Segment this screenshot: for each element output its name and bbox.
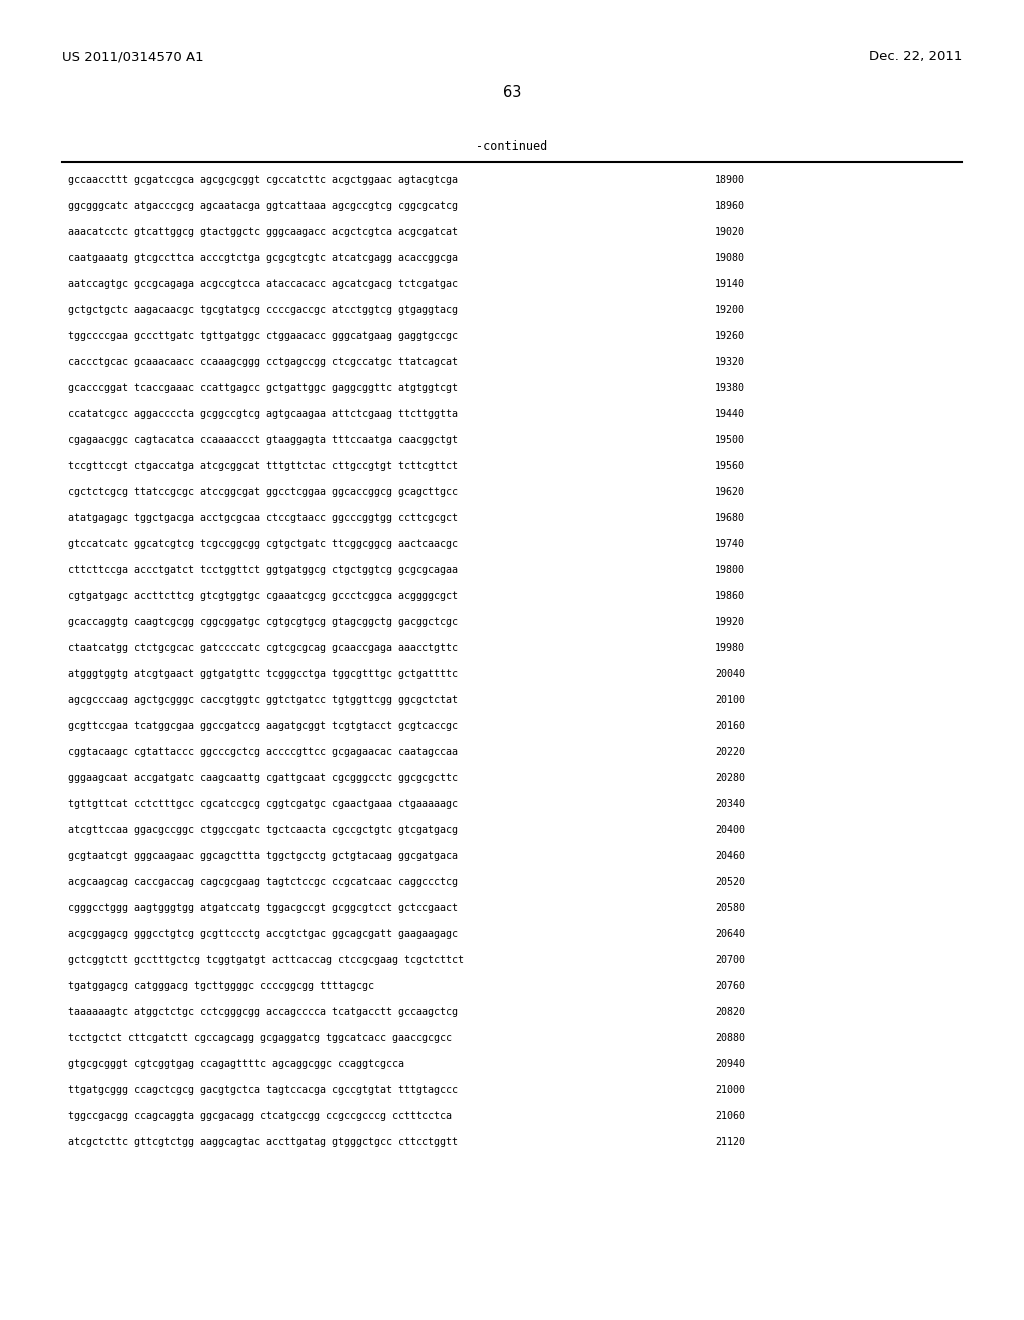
Text: 21120: 21120 <box>715 1137 745 1147</box>
Text: 19020: 19020 <box>715 227 745 238</box>
Text: 19920: 19920 <box>715 616 745 627</box>
Text: cgggcctggg aagtgggtgg atgatccatg tggacgccgt gcggcgtcct gctccgaact: cgggcctggg aagtgggtgg atgatccatg tggacgc… <box>68 903 458 913</box>
Text: 20220: 20220 <box>715 747 745 756</box>
Text: atcgttccaa ggacgccggc ctggccgatc tgctcaacta cgccgctgtc gtcgatgacg: atcgttccaa ggacgccggc ctggccgatc tgctcaa… <box>68 825 458 836</box>
Text: gcgttccgaa tcatggcgaa ggccgatccg aagatgcggt tcgtgtacct gcgtcaccgc: gcgttccgaa tcatggcgaa ggccgatccg aagatgc… <box>68 721 458 731</box>
Text: 19680: 19680 <box>715 513 745 523</box>
Text: tgttgttcat cctctttgcc cgcatccgcg cggtcgatgc cgaactgaaa ctgaaaaagc: tgttgttcat cctctttgcc cgcatccgcg cggtcga… <box>68 799 458 809</box>
Text: 18960: 18960 <box>715 201 745 211</box>
Text: caccctgcac gcaaacaacc ccaaagcggg cctgagccgg ctcgccatgc ttatcagcat: caccctgcac gcaaacaacc ccaaagcggg cctgagc… <box>68 356 458 367</box>
Text: tcctgctct cttcgatctt cgccagcagg gcgaggatcg tggcatcacc gaaccgcgcc: tcctgctct cttcgatctt cgccagcagg gcgaggat… <box>68 1034 452 1043</box>
Text: 20400: 20400 <box>715 825 745 836</box>
Text: aatccagtgc gccgcagaga acgccgtcca ataccacacc agcatcgacg tctcgatgac: aatccagtgc gccgcagaga acgccgtcca ataccac… <box>68 279 458 289</box>
Text: taaaaaagtc atggctctgc cctcgggcgg accagcccca tcatgacctt gccaagctcg: taaaaaagtc atggctctgc cctcgggcgg accagcc… <box>68 1007 458 1016</box>
Text: gcgtaatcgt gggcaagaac ggcagcttta tggctgcctg gctgtacaag ggcgatgaca: gcgtaatcgt gggcaagaac ggcagcttta tggctgc… <box>68 851 458 861</box>
Text: aaacatcctc gtcattggcg gtactggctc gggcaagacc acgctcgtca acgcgatcat: aaacatcctc gtcattggcg gtactggctc gggcaag… <box>68 227 458 238</box>
Text: 20040: 20040 <box>715 669 745 678</box>
Text: acgcaagcag caccgaccag cagcgcgaag tagtctccgc ccgcatcaac caggccctcg: acgcaagcag caccgaccag cagcgcgaag tagtctc… <box>68 876 458 887</box>
Text: caatgaaatg gtcgccttca acccgtctga gcgcgtcgtc atcatcgagg acaccggcga: caatgaaatg gtcgccttca acccgtctga gcgcgtc… <box>68 253 458 263</box>
Text: cgtgatgagc accttcttcg gtcgtggtgc cgaaatcgcg gccctcggca acggggcgct: cgtgatgagc accttcttcg gtcgtggtgc cgaaatc… <box>68 591 458 601</box>
Text: gcaccaggtg caagtcgcgg cggcggatgc cgtgcgtgcg gtagcggctg gacggctcgc: gcaccaggtg caagtcgcgg cggcggatgc cgtgcgt… <box>68 616 458 627</box>
Text: ttgatgcggg ccagctcgcg gacgtgctca tagtccacga cgccgtgtat tttgtagccc: ttgatgcggg ccagctcgcg gacgtgctca tagtcca… <box>68 1085 458 1096</box>
Text: cgctctcgcg ttatccgcgc atccggcgat ggcctcggaa ggcaccggcg gcagcttgcc: cgctctcgcg ttatccgcgc atccggcgat ggcctcg… <box>68 487 458 498</box>
Text: agcgcccaag agctgcgggc caccgtggtc ggtctgatcc tgtggttcgg ggcgctctat: agcgcccaag agctgcgggc caccgtggtc ggtctga… <box>68 696 458 705</box>
Text: gtccatcatc ggcatcgtcg tcgccggcgg cgtgctgatc ttcggcggcg aactcaacgc: gtccatcatc ggcatcgtcg tcgccggcgg cgtgctg… <box>68 539 458 549</box>
Text: 20280: 20280 <box>715 774 745 783</box>
Text: 21060: 21060 <box>715 1111 745 1121</box>
Text: gccaaccttt gcgatccgca agcgcgcggt cgccatcttc acgctggaac agtacgtcga: gccaaccttt gcgatccgca agcgcgcggt cgccatc… <box>68 176 458 185</box>
Text: ctaatcatgg ctctgcgcac gatccccatc cgtcgcgcag gcaaccgaga aaacctgttc: ctaatcatgg ctctgcgcac gatccccatc cgtcgcg… <box>68 643 458 653</box>
Text: 19320: 19320 <box>715 356 745 367</box>
Text: gcacccggat tcaccgaaac ccattgagcc gctgattggc gaggcggttc atgtggtcgt: gcacccggat tcaccgaaac ccattgagcc gctgatt… <box>68 383 458 393</box>
Text: 19860: 19860 <box>715 591 745 601</box>
Text: ccatatcgcc aggaccccta gcggccgtcg agtgcaagaa attctcgaag ttcttggtta: ccatatcgcc aggaccccta gcggccgtcg agtgcaa… <box>68 409 458 418</box>
Text: cggtacaagc cgtattaccc ggcccgctcg accccgttcc gcgagaacac caatagccaa: cggtacaagc cgtattaccc ggcccgctcg accccgt… <box>68 747 458 756</box>
Text: gggaagcaat accgatgatc caagcaattg cgattgcaat cgcgggcctc ggcgcgcttc: gggaagcaat accgatgatc caagcaattg cgattgc… <box>68 774 458 783</box>
Text: 19200: 19200 <box>715 305 745 315</box>
Text: Dec. 22, 2011: Dec. 22, 2011 <box>868 50 962 63</box>
Text: 19800: 19800 <box>715 565 745 576</box>
Text: 19740: 19740 <box>715 539 745 549</box>
Text: 19440: 19440 <box>715 409 745 418</box>
Text: 19380: 19380 <box>715 383 745 393</box>
Text: 20940: 20940 <box>715 1059 745 1069</box>
Text: 20820: 20820 <box>715 1007 745 1016</box>
Text: atcgctcttc gttcgtctgg aaggcagtac accttgatag gtgggctgcc cttcctggtt: atcgctcttc gttcgtctgg aaggcagtac accttga… <box>68 1137 458 1147</box>
Text: 20580: 20580 <box>715 903 745 913</box>
Text: 18900: 18900 <box>715 176 745 185</box>
Text: 20520: 20520 <box>715 876 745 887</box>
Text: 19980: 19980 <box>715 643 745 653</box>
Text: 19260: 19260 <box>715 331 745 341</box>
Text: 20880: 20880 <box>715 1034 745 1043</box>
Text: tccgttccgt ctgaccatga atcgcggcat tttgttctac cttgccgtgt tcttcgttct: tccgttccgt ctgaccatga atcgcggcat tttgttc… <box>68 461 458 471</box>
Text: 20700: 20700 <box>715 954 745 965</box>
Text: cgagaacggc cagtacatca ccaaaaccct gtaaggagta tttccaatga caacggctgt: cgagaacggc cagtacatca ccaaaaccct gtaagga… <box>68 436 458 445</box>
Text: 19500: 19500 <box>715 436 745 445</box>
Text: gctcggtctt gcctttgctcg tcggtgatgt acttcaccag ctccgcgaag tcgctcttct: gctcggtctt gcctttgctcg tcggtgatgt acttca… <box>68 954 464 965</box>
Text: 20460: 20460 <box>715 851 745 861</box>
Text: cttcttccga accctgatct tcctggttct ggtgatggcg ctgctggtcg gcgcgcagaa: cttcttccga accctgatct tcctggttct ggtgatg… <box>68 565 458 576</box>
Text: tgatggagcg catgggacg tgcttggggc ccccggcgg ttttagcgc: tgatggagcg catgggacg tgcttggggc ccccggcg… <box>68 981 374 991</box>
Text: 19560: 19560 <box>715 461 745 471</box>
Text: tggccccgaa gcccttgatc tgttgatggc ctggaacacc gggcatgaag gaggtgccgc: tggccccgaa gcccttgatc tgttgatggc ctggaac… <box>68 331 458 341</box>
Text: 21000: 21000 <box>715 1085 745 1096</box>
Text: 20100: 20100 <box>715 696 745 705</box>
Text: 20160: 20160 <box>715 721 745 731</box>
Text: atgggtggtg atcgtgaact ggtgatgttc tcgggcctga tggcgtttgc gctgattttc: atgggtggtg atcgtgaact ggtgatgttc tcgggcc… <box>68 669 458 678</box>
Text: 63: 63 <box>503 84 521 100</box>
Text: ggcgggcatc atgacccgcg agcaatacga ggtcattaaa agcgccgtcg cggcgcatcg: ggcgggcatc atgacccgcg agcaatacga ggtcatt… <box>68 201 458 211</box>
Text: acgcggagcg gggcctgtcg gcgttccctg accgtctgac ggcagcgatt gaagaagagc: acgcggagcg gggcctgtcg gcgttccctg accgtct… <box>68 929 458 939</box>
Text: US 2011/0314570 A1: US 2011/0314570 A1 <box>62 50 204 63</box>
Text: 19080: 19080 <box>715 253 745 263</box>
Text: atatgagagc tggctgacga acctgcgcaa ctccgtaacc ggcccggtgg ccttcgcgct: atatgagagc tggctgacga acctgcgcaa ctccgta… <box>68 513 458 523</box>
Text: gtgcgcgggt cgtcggtgag ccagagttttc agcaggcggc ccaggtcgcca: gtgcgcgggt cgtcggtgag ccagagttttc agcagg… <box>68 1059 404 1069</box>
Text: tggccgacgg ccagcaggta ggcgacagg ctcatgccgg ccgccgcccg cctttcctca: tggccgacgg ccagcaggta ggcgacagg ctcatgcc… <box>68 1111 452 1121</box>
Text: 20760: 20760 <box>715 981 745 991</box>
Text: 20340: 20340 <box>715 799 745 809</box>
Text: -continued: -continued <box>476 140 548 153</box>
Text: 20640: 20640 <box>715 929 745 939</box>
Text: 19140: 19140 <box>715 279 745 289</box>
Text: 19620: 19620 <box>715 487 745 498</box>
Text: gctgctgctc aagacaacgc tgcgtatgcg ccccgaccgc atcctggtcg gtgaggtacg: gctgctgctc aagacaacgc tgcgtatgcg ccccgac… <box>68 305 458 315</box>
